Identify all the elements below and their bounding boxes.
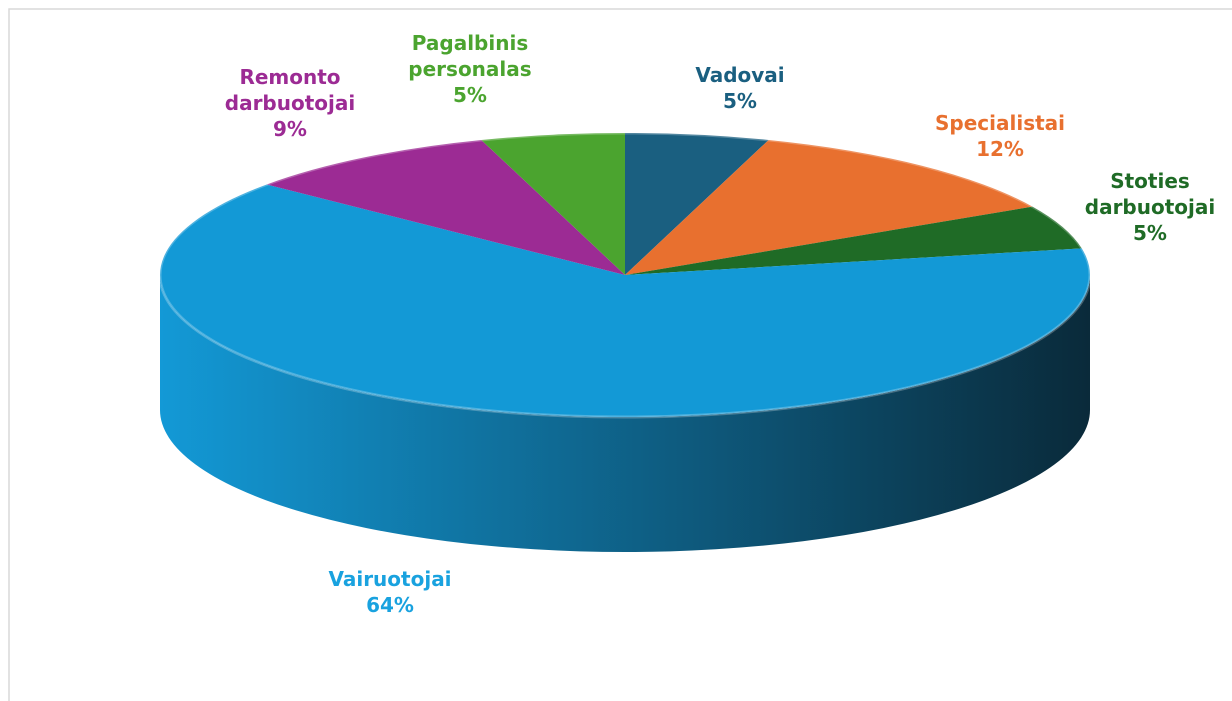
value-label: 9% (273, 117, 307, 141)
category-label: Specialistai (934, 111, 1066, 135)
value-label: 12% (976, 137, 1024, 161)
data-label: Vairuotojai 64% (305, 566, 475, 618)
category-label: Vadovai (695, 63, 785, 87)
data-label: Specialistai 12% (915, 110, 1085, 162)
slice (625, 139, 1033, 275)
value-label: 64% (366, 593, 414, 617)
value-label: 5% (723, 89, 757, 113)
category-label: Stoties darbuotojai (1084, 169, 1216, 219)
rim-highlight (158, 131, 1092, 419)
slice (481, 133, 625, 275)
data-label: Stoties darbuotojai 5% (1065, 168, 1232, 246)
frame (8, 8, 1232, 701)
data-label: Vadovai 5% (655, 62, 825, 114)
slice (625, 133, 769, 275)
category-label: Remonto darbuotojai (224, 65, 356, 115)
value-label: 5% (453, 83, 487, 107)
value-label: 5% (1133, 221, 1167, 245)
slice (159, 184, 1091, 417)
slice-wall (160, 275, 1090, 552)
slice (625, 206, 1082, 275)
category-label: Vairuotojai (328, 567, 452, 591)
data-label: Remonto darbuotojai 9% (205, 64, 375, 142)
data-label: Pagalbinis personalas 5% (385, 30, 555, 108)
slice (266, 139, 625, 275)
category-label: Pagalbinis personalas (408, 31, 532, 81)
